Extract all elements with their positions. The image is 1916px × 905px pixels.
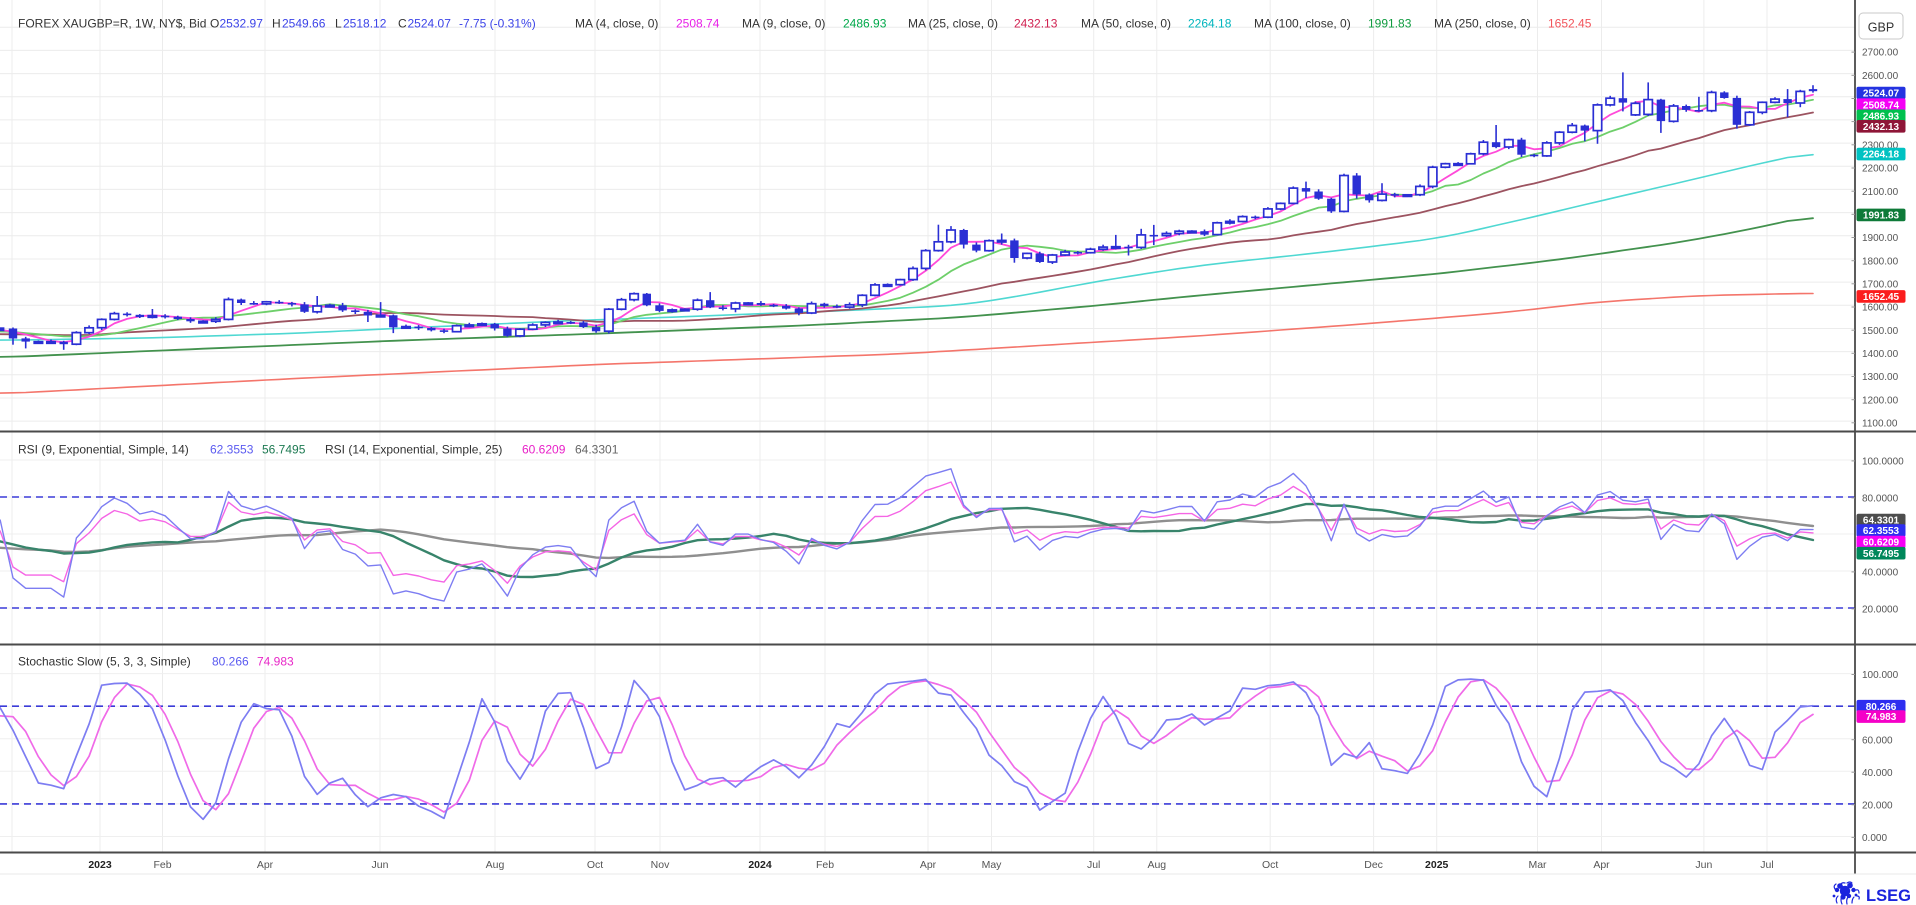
svg-text:60.6209: 60.6209 <box>1863 538 1900 549</box>
svg-text:LSEG: LSEG <box>1866 887 1911 905</box>
svg-text:74.983: 74.983 <box>257 655 294 669</box>
svg-text:H: H <box>272 17 281 31</box>
svg-text:Nov: Nov <box>651 859 670 871</box>
svg-text:2300.00: 2300.00 <box>1862 140 1899 151</box>
svg-text:80.266: 80.266 <box>1866 702 1897 713</box>
svg-text:2508.74: 2508.74 <box>1863 100 1900 111</box>
svg-text:Dec: Dec <box>1364 859 1383 871</box>
svg-text:2524.07: 2524.07 <box>408 17 452 31</box>
svg-text:Jul: Jul <box>1087 859 1100 871</box>
svg-text:100.0000: 100.0000 <box>1862 457 1904 468</box>
svg-text:C: C <box>398 17 407 31</box>
svg-text:1400.00: 1400.00 <box>1862 349 1899 360</box>
svg-text:1700.00: 1700.00 <box>1862 279 1899 290</box>
svg-text:Apr: Apr <box>1593 859 1610 871</box>
svg-text:MA (25, close, 0): MA (25, close, 0) <box>908 17 998 31</box>
svg-text:Jul: Jul <box>1760 859 1773 871</box>
svg-text:0.000: 0.000 <box>1862 833 1887 844</box>
svg-text:L: L <box>335 17 342 31</box>
svg-text:2264.18: 2264.18 <box>1188 17 1232 31</box>
svg-text:Feb: Feb <box>816 859 834 871</box>
svg-text:2486.93: 2486.93 <box>1863 111 1900 122</box>
svg-text:FOREX XAUGBP=R, 1W, NY$, Bid: FOREX XAUGBP=R, 1W, NY$, Bid <box>18 17 206 31</box>
svg-text:60.000: 60.000 <box>1862 735 1893 746</box>
svg-text:Jun: Jun <box>372 859 389 871</box>
svg-text:20.0000: 20.0000 <box>1862 605 1899 616</box>
svg-text:May: May <box>982 859 1003 871</box>
svg-text:62.3553: 62.3553 <box>1863 526 1900 537</box>
svg-text:MA (50, close, 0): MA (50, close, 0) <box>1081 17 1171 31</box>
svg-text:2264.18: 2264.18 <box>1863 150 1900 161</box>
svg-text:Aug: Aug <box>1147 859 1166 871</box>
svg-text:MA (250, close, 0): MA (250, close, 0) <box>1434 17 1531 31</box>
svg-text:2100.00: 2100.00 <box>1862 187 1899 198</box>
svg-text:2023: 2023 <box>88 859 112 871</box>
svg-text:1600.00: 1600.00 <box>1862 303 1899 314</box>
svg-text:Aug: Aug <box>486 859 505 871</box>
svg-text:74.983: 74.983 <box>1866 712 1897 723</box>
svg-text:80.266: 80.266 <box>212 655 249 669</box>
svg-text:2025: 2025 <box>1425 859 1449 871</box>
svg-text:64.3301: 64.3301 <box>575 443 619 457</box>
svg-text:2486.93: 2486.93 <box>843 17 887 31</box>
svg-text:Oct: Oct <box>587 859 603 871</box>
svg-text:2549.66: 2549.66 <box>282 17 326 31</box>
svg-text:1652.45: 1652.45 <box>1863 292 1900 303</box>
svg-text:Jun: Jun <box>1695 859 1712 871</box>
svg-text:2532.97: 2532.97 <box>220 17 264 31</box>
svg-text:MA (4, close, 0): MA (4, close, 0) <box>575 17 658 31</box>
svg-text:O: O <box>210 17 219 31</box>
svg-text:Oct: Oct <box>1262 859 1278 871</box>
svg-text:GBP: GBP <box>1868 21 1894 35</box>
svg-text:56.7495: 56.7495 <box>1863 549 1900 560</box>
svg-text:2518.12: 2518.12 <box>343 17 387 31</box>
svg-text:RSI (9, Exponential, Simple, 1: RSI (9, Exponential, Simple, 14) <box>18 443 189 457</box>
svg-text:-7.75 (-0.31%): -7.75 (-0.31%) <box>459 17 536 31</box>
svg-text:1900.00: 1900.00 <box>1862 233 1899 244</box>
svg-text:40.0000: 40.0000 <box>1862 568 1899 579</box>
svg-text:2024: 2024 <box>748 859 772 871</box>
svg-text:Mar: Mar <box>1528 859 1547 871</box>
svg-text:1500.00: 1500.00 <box>1862 326 1899 337</box>
svg-text:1991.83: 1991.83 <box>1368 17 1412 31</box>
svg-text:RSI (14, Exponential, Simple,: RSI (14, Exponential, Simple, 25) <box>325 443 502 457</box>
svg-text:20.000: 20.000 <box>1862 800 1893 811</box>
svg-text:1100.00: 1100.00 <box>1862 418 1898 429</box>
svg-text:1800.00: 1800.00 <box>1862 256 1899 267</box>
svg-text:1652.45: 1652.45 <box>1548 17 1592 31</box>
svg-text:Apr: Apr <box>257 859 274 871</box>
svg-text:64.3301: 64.3301 <box>1863 516 1900 527</box>
svg-text:MA (100, close, 0): MA (100, close, 0) <box>1254 17 1351 31</box>
svg-text:56.7495: 56.7495 <box>262 443 306 457</box>
svg-text:2700.00: 2700.00 <box>1862 48 1899 59</box>
svg-text:Stochastic Slow (5, 3, 3, Simp: Stochastic Slow (5, 3, 3, Simple) <box>18 655 191 669</box>
svg-text:100.000: 100.000 <box>1862 670 1899 681</box>
svg-text:1200.00: 1200.00 <box>1862 395 1899 406</box>
svg-text:80.0000: 80.0000 <box>1862 494 1899 505</box>
svg-text:1300.00: 1300.00 <box>1862 372 1899 383</box>
svg-text:60.6209: 60.6209 <box>522 443 566 457</box>
svg-text:2508.74: 2508.74 <box>676 17 720 31</box>
svg-text:2432.13: 2432.13 <box>1863 122 1900 133</box>
svg-text:Feb: Feb <box>153 859 171 871</box>
svg-text:62.3553: 62.3553 <box>210 443 254 457</box>
svg-text:2432.13: 2432.13 <box>1014 17 1058 31</box>
svg-text:40.000: 40.000 <box>1862 768 1893 779</box>
svg-text:MA (9, close, 0): MA (9, close, 0) <box>742 17 825 31</box>
svg-text:Apr: Apr <box>920 859 937 871</box>
svg-text:2600.00: 2600.00 <box>1862 71 1899 82</box>
svg-text:2200.00: 2200.00 <box>1862 164 1899 175</box>
svg-text:1991.83: 1991.83 <box>1863 211 1900 222</box>
svg-text:2524.07: 2524.07 <box>1863 89 1900 100</box>
